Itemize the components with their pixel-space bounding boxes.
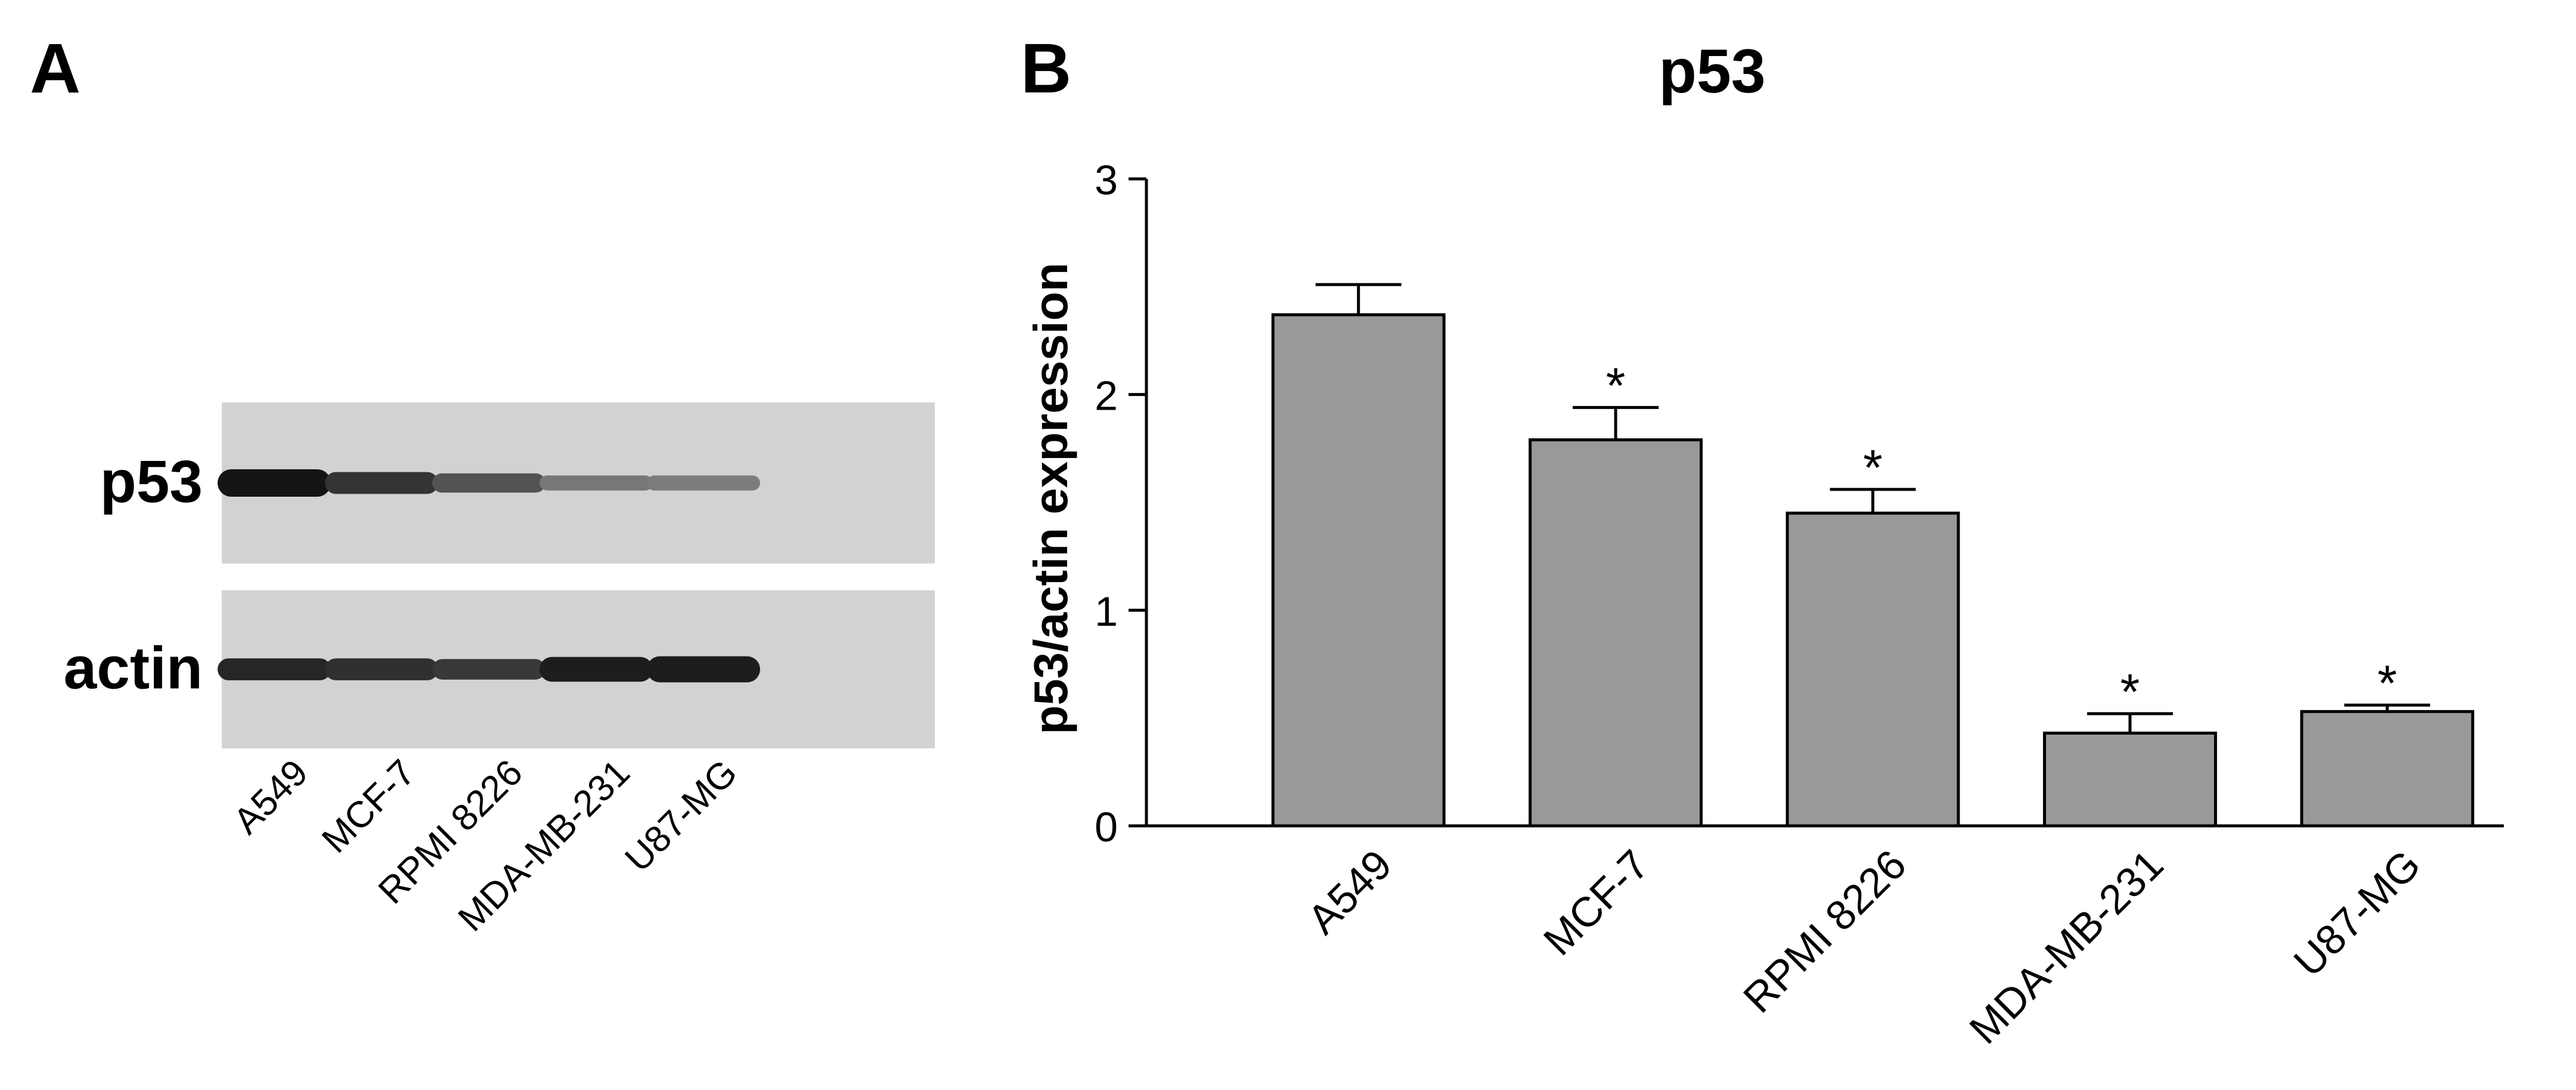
bar <box>2300 710 2475 828</box>
blot-band <box>540 657 653 682</box>
significance-marker: * <box>2377 655 2397 711</box>
blot-band <box>218 469 331 497</box>
blot-lane-label: MCF-7 <box>314 752 423 861</box>
blot-band <box>432 473 545 493</box>
blot-band <box>218 658 331 680</box>
bar <box>1529 438 1703 828</box>
significance-marker: * <box>1606 357 1626 413</box>
blot-band <box>325 472 438 494</box>
blot-band <box>540 475 653 491</box>
blot-band <box>432 659 545 680</box>
blot-lane-label: A549 <box>226 752 316 842</box>
x-tick-label: MDA-MB-231 <box>1961 841 2172 1052</box>
blot-label-actin: actin <box>64 635 203 702</box>
panel-b-label: B <box>1021 29 1071 108</box>
y-tick-label: 1 <box>1095 588 1118 634</box>
chart-title: p53 <box>1659 37 1765 106</box>
y-axis-label: p53/actin expression <box>1024 262 1077 734</box>
x-tick-label: U87-MG <box>2285 841 2429 985</box>
x-tick-label: RPMI 8226 <box>1734 841 1915 1021</box>
y-tick-label: 2 <box>1095 373 1118 419</box>
y-tick-label: 3 <box>1095 157 1118 203</box>
bar <box>2042 731 2217 828</box>
panel-b-bar-chart: B p53 p53/actin expression 0 1 2 3 A549 * MCF-… <box>1021 29 2504 1052</box>
bar <box>1271 313 1446 828</box>
significance-marker: * <box>2121 664 2140 720</box>
significance-marker: * <box>1863 439 1883 496</box>
panel-a-label: A <box>30 29 80 108</box>
y-tick-label: 0 <box>1095 804 1118 850</box>
blot-band <box>647 475 760 491</box>
x-tick-label: MCF-7 <box>1535 841 1657 964</box>
plot-area: 0 1 2 3 A549 * MCF-7 * RPMI 8226 * MDA-MB-231 * U87-… <box>1095 157 2504 1052</box>
blot-band <box>647 656 760 683</box>
blot-band <box>325 658 438 680</box>
bar <box>1785 512 1960 828</box>
x-tick-label: A549 <box>1299 841 1401 943</box>
blot-label-p53: p53 <box>100 448 203 515</box>
blot-lane-label: U87-MG <box>617 752 745 880</box>
